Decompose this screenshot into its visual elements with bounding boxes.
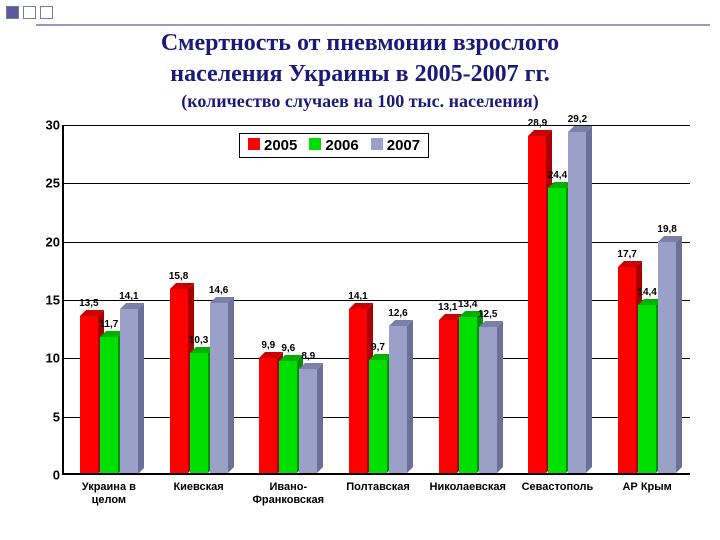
bar: 10,3 xyxy=(190,353,208,473)
slide-corner-deco xyxy=(6,6,53,19)
bar-value-label: 13,4 xyxy=(458,299,477,310)
bar: 28,9 xyxy=(528,136,546,473)
x-axis-label: Севастополь xyxy=(512,481,602,494)
bar-value-label: 17,7 xyxy=(617,249,636,260)
grid-line xyxy=(64,300,690,301)
bar-group: 13,113,412,5 xyxy=(436,317,500,473)
bar-group: 15,810,314,6 xyxy=(167,289,231,473)
ytick-label: 5 xyxy=(34,409,60,424)
bar: 9,7 xyxy=(369,360,387,473)
ytick-label: 30 xyxy=(34,118,60,133)
legend-swatch xyxy=(371,138,383,150)
grid-line xyxy=(64,183,690,184)
bar-value-label: 9,9 xyxy=(261,340,275,351)
slide-title: Смертность от пневмонии взрослого населе… xyxy=(0,28,720,114)
bar: 19,8 xyxy=(658,242,676,473)
ytick-label: 0 xyxy=(34,468,60,483)
bar-group: 14,19,712,6 xyxy=(346,309,410,474)
bar: 14,4 xyxy=(638,305,656,473)
bar-value-label: 29,2 xyxy=(568,114,587,125)
bar-value-label: 13,5 xyxy=(79,298,98,309)
ytick-label: 15 xyxy=(34,293,60,308)
deco-square xyxy=(40,6,53,19)
deco-square-filled xyxy=(6,6,19,19)
bar: 13,1 xyxy=(439,320,457,473)
bar: 24,4 xyxy=(548,188,566,473)
bar: 17,7 xyxy=(618,267,636,474)
bar: 15,8 xyxy=(170,289,188,473)
slide-top-rule xyxy=(36,24,710,26)
bar-value-label: 9,7 xyxy=(371,342,385,353)
bar-group: 28,924,429,2 xyxy=(525,132,589,473)
bar: 14,6 xyxy=(210,303,228,473)
bar-value-label: 19,8 xyxy=(657,224,676,235)
title-line1: Смертность от пневмонии взрослого xyxy=(0,28,720,59)
bar-value-label: 14,6 xyxy=(209,285,228,296)
x-axis-label: Николаевская xyxy=(423,481,513,494)
chart: 05101520253013,511,714,1Украина в целом1… xyxy=(30,125,700,525)
bar: 14,1 xyxy=(349,309,367,474)
x-axis-label: Ивано-Франковская xyxy=(243,481,333,506)
bar: 12,6 xyxy=(389,326,407,473)
legend-swatch xyxy=(248,138,260,150)
deco-square xyxy=(23,6,36,19)
x-axis-label: Киевская xyxy=(154,481,244,494)
bar-value-label: 14,1 xyxy=(119,291,138,302)
x-axis-label: Полтавская xyxy=(333,481,423,494)
ytick-label: 25 xyxy=(34,176,60,191)
bar-group: 17,714,419,8 xyxy=(615,242,679,473)
bar: 9,6 xyxy=(279,361,297,473)
legend: 2005 2006 2007 xyxy=(239,133,429,158)
title-line3: (количество случаев на 100 тыс. населени… xyxy=(0,90,720,113)
plot-area: 05101520253013,511,714,1Украина в целом1… xyxy=(62,125,690,475)
bar: 29,2 xyxy=(568,132,586,473)
bar-group: 9,99,68,9 xyxy=(256,358,320,474)
bar: 12,5 xyxy=(479,327,497,473)
legend-item: 2007 xyxy=(371,137,420,154)
title-line2: населения Украины в 2005-2007 гг. xyxy=(0,59,720,90)
bar-value-label: 12,5 xyxy=(478,309,497,320)
bar: 14,1 xyxy=(120,309,138,474)
x-axis-label: АР Крым xyxy=(602,481,692,494)
bar-value-label: 24,4 xyxy=(548,170,567,181)
bar-value-label: 28,9 xyxy=(528,118,547,129)
bar-value-label: 14,1 xyxy=(348,291,367,302)
bar: 13,5 xyxy=(80,316,98,474)
bar-value-label: 9,6 xyxy=(281,343,295,354)
legend-item: 2006 xyxy=(309,137,358,154)
bar-group: 13,511,714,1 xyxy=(77,309,141,474)
legend-item: 2005 xyxy=(248,137,297,154)
bar: 11,7 xyxy=(100,337,118,474)
bar-value-label: 14,4 xyxy=(637,287,656,298)
bar-value-label: 12,6 xyxy=(388,308,407,319)
grid-line xyxy=(64,242,690,243)
bar-value-label: 8,9 xyxy=(301,351,315,362)
ytick-label: 10 xyxy=(34,351,60,366)
bar: 9,9 xyxy=(259,358,277,474)
ytick-label: 20 xyxy=(34,234,60,249)
bar-value-label: 10,3 xyxy=(189,335,208,346)
bar-value-label: 11,7 xyxy=(99,319,118,330)
grid-line xyxy=(64,125,690,126)
bar-value-label: 15,8 xyxy=(169,271,188,282)
bar: 8,9 xyxy=(299,369,317,473)
bar-value-label: 13,1 xyxy=(438,302,457,313)
x-axis-label: Украина в целом xyxy=(64,481,154,506)
legend-swatch xyxy=(309,138,321,150)
bar: 13,4 xyxy=(459,317,477,473)
